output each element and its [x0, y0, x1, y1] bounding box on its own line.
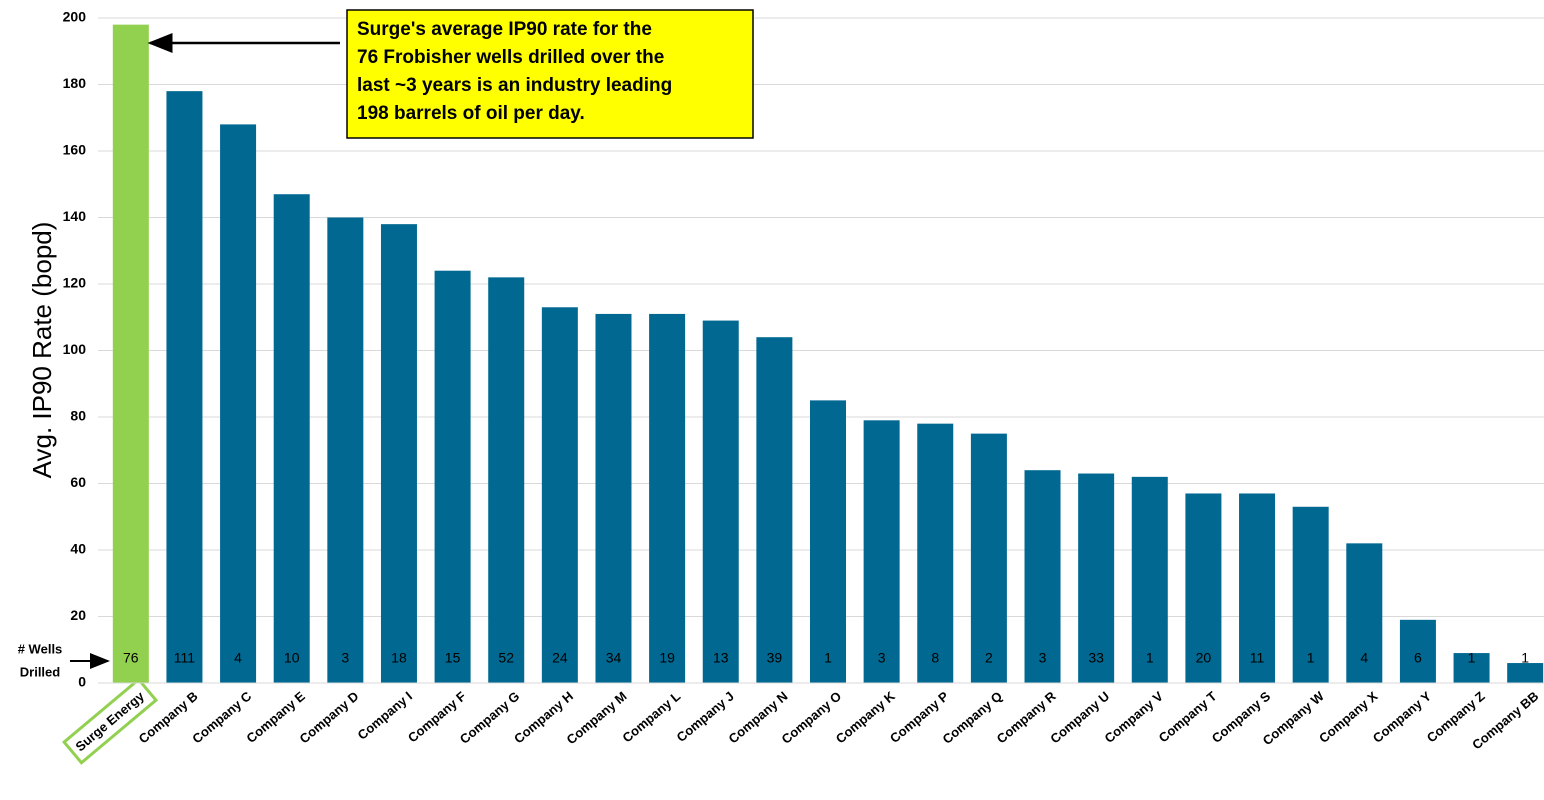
- wells-count: 15: [445, 650, 461, 666]
- y-tick-label: 160: [63, 142, 87, 158]
- bar: [1453, 653, 1490, 683]
- wells-count: 1: [1521, 650, 1529, 666]
- bar: [112, 24, 149, 683]
- annotation-box: [346, 9, 754, 139]
- wells-count: 34: [606, 650, 622, 666]
- wells-count: 1: [1146, 650, 1154, 666]
- annotation-text: last ~3 years is an industry leading: [357, 75, 672, 96]
- wells-count: 20: [1196, 650, 1212, 666]
- x-tick-label: Company U: [1047, 688, 1112, 746]
- x-tick-group: Company V: [1101, 688, 1166, 746]
- x-tick-label: Company L: [619, 688, 683, 745]
- wells-count: 6: [1414, 650, 1422, 666]
- x-tick-group: Company Y: [1370, 688, 1434, 746]
- x-tick-label: Company D: [296, 688, 361, 746]
- bar: [1024, 470, 1061, 683]
- y-axis-label: Avg. IP90 Rate (bopd): [27, 222, 57, 479]
- bar: [1239, 493, 1276, 683]
- wells-count: 24: [552, 650, 568, 666]
- bar: [810, 400, 846, 683]
- bar: [595, 313, 632, 683]
- x-tick-group: Surge Energy: [61, 677, 159, 765]
- bar: [541, 307, 578, 683]
- bar: [863, 420, 900, 683]
- bar: [434, 270, 471, 683]
- wells-count: 4: [234, 650, 242, 666]
- wells-count: 3: [1039, 650, 1047, 666]
- y-tick-label: 140: [63, 208, 87, 224]
- x-tick-label: Company X: [1316, 688, 1381, 746]
- bar: [273, 194, 310, 683]
- bar: [1346, 543, 1383, 683]
- bar: [220, 124, 257, 683]
- y-tick-label: 40: [70, 541, 86, 557]
- y-tick-label: 120: [63, 275, 87, 291]
- wells-count: 33: [1088, 650, 1104, 666]
- bar: [756, 337, 793, 683]
- x-tick-group: Company X: [1316, 688, 1381, 746]
- bar: [702, 320, 739, 683]
- bar: [917, 423, 954, 683]
- x-tick-label: Surge Energy: [73, 688, 148, 754]
- wells-count: 11: [1250, 650, 1265, 666]
- wells-count: 39: [767, 650, 783, 666]
- bar: [380, 224, 417, 683]
- bar: [970, 433, 1007, 683]
- y-tick-label: 0: [78, 674, 86, 690]
- wells-count: 76: [123, 650, 139, 666]
- y-tick-label: 180: [63, 75, 87, 91]
- bar: [649, 313, 686, 683]
- y-tick-label: 100: [63, 341, 87, 357]
- bar: [1399, 619, 1436, 683]
- x-tick-group: Company U: [1047, 688, 1112, 746]
- wells-count: 2: [985, 650, 993, 666]
- y-tick-label: 80: [70, 408, 86, 424]
- annotation-text: Surge's average IP90 rate for the: [357, 19, 652, 40]
- wells-label: # Wells: [18, 641, 63, 656]
- wells-count: 10: [284, 650, 300, 666]
- bar: [1507, 663, 1544, 683]
- wells-count: 52: [498, 650, 514, 666]
- y-tick-label: 200: [63, 9, 87, 25]
- bar: [1292, 506, 1329, 683]
- wells-count: 1: [824, 650, 832, 666]
- y-tick-label: 60: [70, 474, 86, 490]
- wells-count: 19: [659, 650, 675, 666]
- wells-count: 111: [174, 650, 195, 666]
- bar: [1185, 493, 1222, 683]
- x-tick-label: Company V: [1101, 688, 1166, 746]
- wells-count: 1: [1468, 650, 1476, 666]
- wells-label: Drilled: [20, 664, 61, 679]
- wells-count: 4: [1360, 650, 1368, 666]
- bar: [1131, 476, 1168, 683]
- wells-count: 8: [931, 650, 939, 666]
- annotation-text: 198 barrels of oil per day.: [357, 103, 585, 124]
- wells-count: 18: [391, 650, 407, 666]
- bar: [327, 217, 364, 683]
- x-tick-group: Company L: [619, 688, 683, 745]
- x-tick-label: Company Y: [1370, 688, 1434, 746]
- x-tick-group: Company D: [296, 688, 361, 746]
- bar: [488, 277, 525, 683]
- y-tick-label: 20: [70, 607, 86, 623]
- wells-count: 3: [878, 650, 886, 666]
- wells-count: 13: [713, 650, 729, 666]
- highlight-box: [61, 677, 159, 765]
- annotation-text: 76 Frobisher wells drilled over the: [357, 47, 664, 68]
- bar: [166, 91, 203, 683]
- bar: [1078, 473, 1115, 683]
- wells-count: 1: [1307, 650, 1315, 666]
- wells-count: 3: [341, 650, 349, 666]
